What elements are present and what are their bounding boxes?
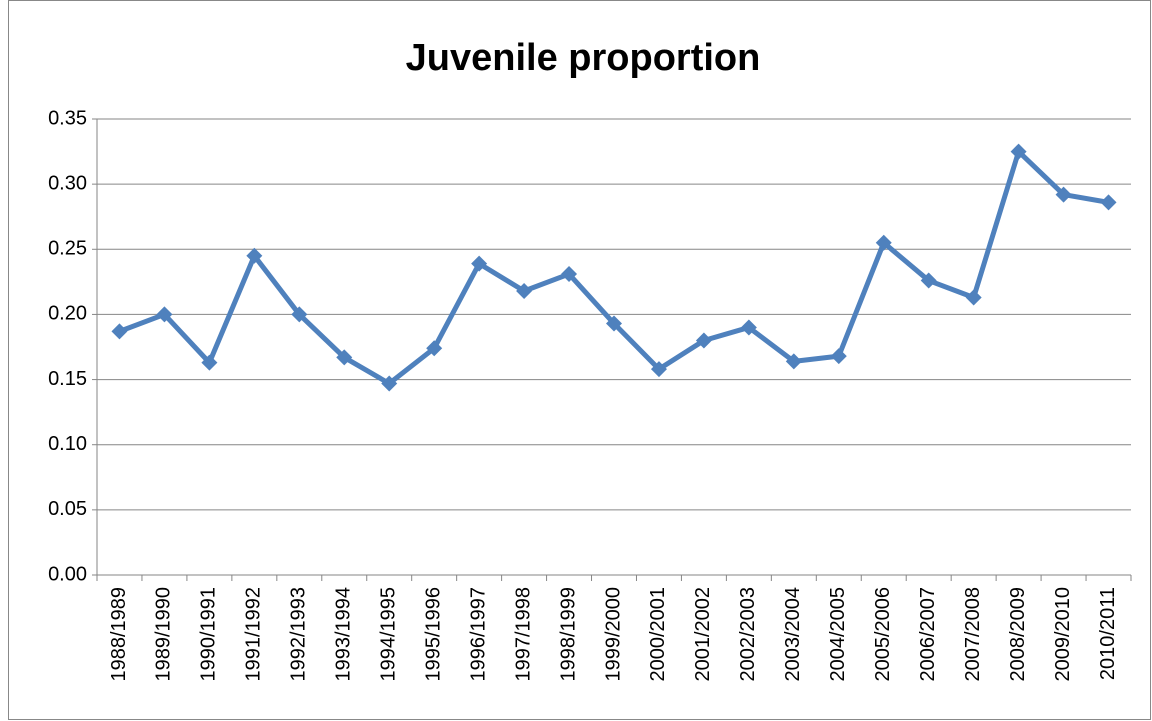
marker (381, 375, 398, 392)
x-tick-label: 1995/1996 (422, 587, 444, 682)
marker (785, 353, 802, 370)
x-tick-label: 2002/2003 (737, 587, 759, 682)
chart-frame (8, 0, 1151, 720)
marker (471, 255, 488, 272)
marker (650, 361, 667, 378)
y-tick-label: 0.15 (48, 368, 87, 390)
x-tick-label: 2006/2007 (917, 587, 939, 682)
marker (875, 234, 892, 251)
x-tick-label: 2007/2008 (962, 587, 984, 682)
marker (201, 354, 218, 371)
x-tick-label: 1992/1993 (288, 587, 310, 682)
y-tick-label: 0.10 (48, 433, 87, 455)
x-tick-label: 2000/2001 (647, 587, 669, 682)
marker (920, 272, 937, 289)
y-tick-label: 0.30 (48, 172, 87, 194)
marker (1010, 143, 1027, 160)
y-tick-label: 0.05 (48, 498, 87, 520)
y-tick-label: 0.25 (48, 238, 87, 260)
x-tick-label: 2005/2006 (872, 587, 894, 682)
marker (830, 348, 847, 365)
x-tick-label: 1999/2000 (602, 587, 624, 682)
x-tick-label: 1989/1990 (153, 587, 175, 682)
y-tick-label: 0.35 (48, 107, 87, 129)
marker (606, 315, 622, 332)
marker (1100, 194, 1117, 211)
marker (516, 282, 533, 299)
marker (740, 319, 757, 336)
x-tick-label: 2004/2005 (827, 587, 849, 682)
y-tick-label: 0.20 (48, 303, 87, 325)
y-tick-label: 0.00 (48, 563, 87, 585)
x-tick-label: 2008/2009 (1007, 587, 1029, 682)
x-tick-label: 2001/2002 (692, 587, 714, 682)
x-tick-label: 2009/2010 (1052, 587, 1074, 682)
marker (336, 349, 353, 366)
x-tick-label: 1994/1995 (377, 587, 399, 682)
x-tick-label: 1996/1997 (467, 587, 489, 682)
x-tick-label: 1990/1991 (198, 587, 220, 682)
marker (291, 306, 308, 323)
x-tick-label: 1998/1999 (557, 587, 579, 682)
x-tick-label: 1988/1989 (108, 587, 130, 682)
marker (561, 266, 578, 283)
x-tick-label: 1991/1992 (243, 587, 265, 682)
marker (156, 306, 173, 323)
marker (965, 289, 982, 306)
marker (246, 247, 263, 264)
x-tick-label: 1997/1998 (512, 587, 534, 682)
marker (695, 332, 712, 349)
x-tick-label: 2010/2011 (1097, 587, 1119, 680)
marker (426, 340, 443, 357)
x-tick-label: 1993/1994 (333, 587, 355, 682)
chart-title: Juvenile proportion (406, 37, 761, 79)
marker (1055, 186, 1072, 203)
marker (111, 323, 128, 340)
x-tick-label: 2003/2004 (782, 587, 804, 682)
